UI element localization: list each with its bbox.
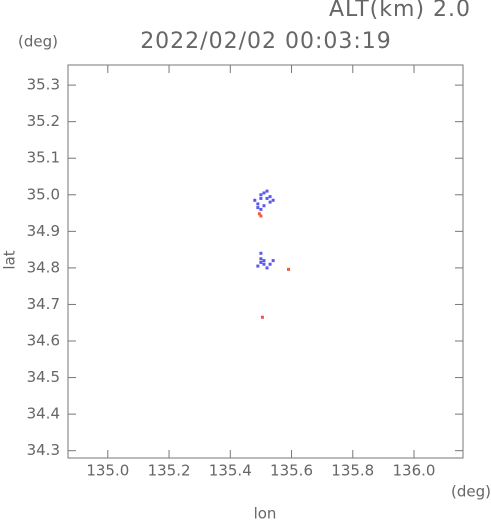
y-tick-label: 35.2 <box>27 112 60 130</box>
chart-title: 2022/02/02 00:03:19 <box>140 29 392 54</box>
point <box>259 193 263 197</box>
plot-frame <box>67 64 464 459</box>
point <box>253 198 257 202</box>
y-tick-label: 34.3 <box>27 441 60 459</box>
point <box>259 260 263 264</box>
point <box>260 315 264 319</box>
point <box>268 195 272 199</box>
point <box>259 196 263 200</box>
point <box>265 266 269 270</box>
y-axis-label: lat <box>1 250 19 269</box>
y-tick-label: 34.8 <box>27 258 60 276</box>
x-tick-label: 135.2 <box>148 462 191 480</box>
point <box>268 262 272 266</box>
x-tick-label: 135.4 <box>209 462 252 480</box>
point <box>262 262 266 266</box>
y-tick-label: 34.7 <box>27 295 60 313</box>
y-tick-label: 35.3 <box>27 76 60 94</box>
y-tick-label: 34.6 <box>27 332 60 350</box>
point <box>262 259 266 263</box>
point <box>256 202 260 206</box>
point <box>271 259 275 263</box>
y-unit: (deg) <box>18 33 58 51</box>
x-tick-label: 135.0 <box>86 462 129 480</box>
x-tick-label: 135.8 <box>331 462 374 480</box>
x-unit: (deg) <box>451 483 491 501</box>
x-tick-label: 136.0 <box>393 462 436 480</box>
y-tick-label: 34.9 <box>27 222 60 240</box>
x-axis-label: lon <box>254 505 277 521</box>
point <box>257 212 261 216</box>
point <box>259 251 263 255</box>
y-tick-label: 34.5 <box>27 368 60 386</box>
altitude-label: ALT(km) 2.0 <box>329 0 471 22</box>
point <box>256 206 260 210</box>
y-tick-label: 35.0 <box>27 185 60 203</box>
point <box>265 189 269 193</box>
point <box>262 191 266 195</box>
y-tick-label: 35.1 <box>27 149 60 167</box>
x-tick-label: 135.6 <box>270 462 313 480</box>
point <box>271 198 275 202</box>
point <box>286 267 290 271</box>
point <box>259 257 263 261</box>
point <box>262 204 266 208</box>
point <box>265 196 269 200</box>
point <box>268 200 272 204</box>
point <box>259 207 263 211</box>
point <box>256 264 260 268</box>
point <box>259 214 263 218</box>
y-tick-label: 34.4 <box>27 405 60 423</box>
